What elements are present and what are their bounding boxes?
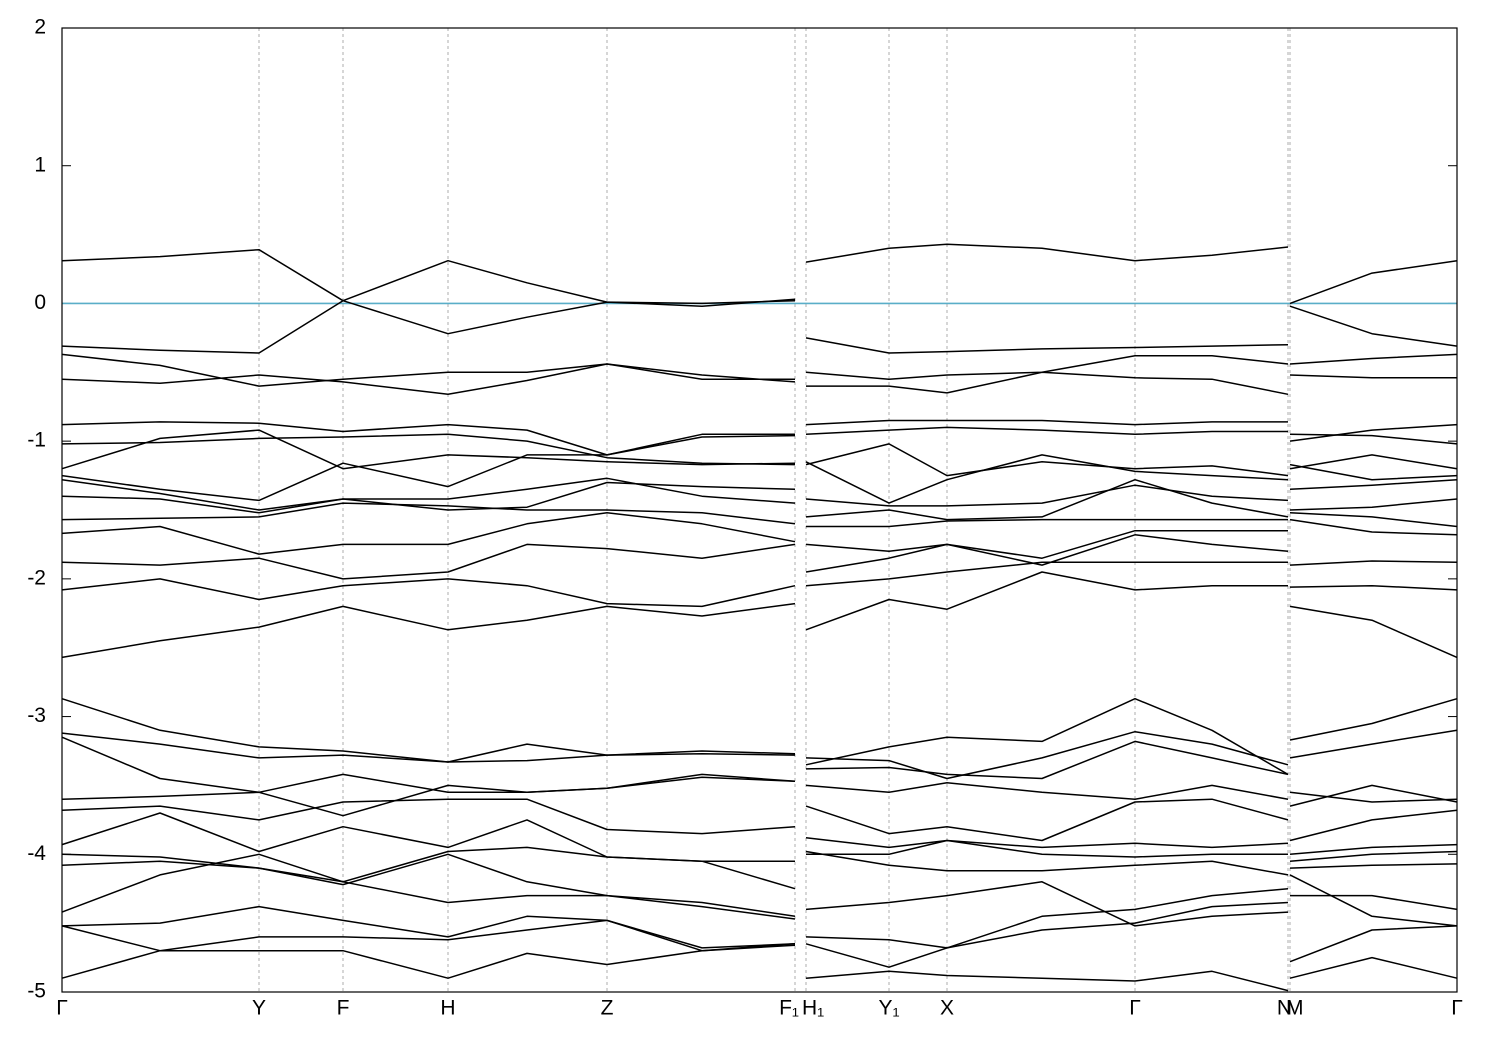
band-line <box>61 502 1458 528</box>
y-tick-label: -4 <box>27 842 46 865</box>
y-tick-label: -1 <box>27 429 46 452</box>
x-tick-label: M <box>1286 997 1304 1020</box>
band-line <box>61 850 1458 918</box>
band-line <box>61 353 1458 387</box>
y-tick-label: -5 <box>27 980 46 1003</box>
y-tick-label: 1 <box>34 153 46 176</box>
x-tick-label: Γ <box>56 997 68 1020</box>
band-line <box>61 839 1458 890</box>
y-tick-label: -3 <box>27 704 46 727</box>
band-line <box>61 426 1458 466</box>
x-tick-label: F <box>337 997 350 1020</box>
x-tick-label: H₁ <box>802 997 824 1020</box>
band-line <box>61 798 1458 842</box>
band-line <box>61 478 1458 521</box>
band-line <box>61 477 1458 511</box>
x-tick-label: N <box>1277 997 1292 1020</box>
band-line <box>61 887 1458 968</box>
x-tick-label: F₁ <box>779 997 799 1020</box>
band-line <box>61 248 1458 354</box>
plot-frame <box>61 27 1458 993</box>
band-line <box>61 853 1458 927</box>
band-line <box>61 419 1458 456</box>
band-line <box>61 363 1457 396</box>
band-line <box>61 874 1458 949</box>
band-line <box>61 736 1458 803</box>
band-line <box>61 243 1458 354</box>
x-tick-label: X <box>940 997 954 1020</box>
y-tick-label: 2 <box>34 16 46 39</box>
band-line <box>61 944 1458 992</box>
band-line <box>61 776 1458 817</box>
x-tick-label: Y₁ <box>878 997 899 1020</box>
band-line <box>61 571 1458 659</box>
y-tick-label: 0 <box>34 291 46 314</box>
x-tick-label: Γ <box>1129 997 1141 1020</box>
band-line <box>61 697 1458 776</box>
band-line <box>61 729 1458 780</box>
band-line <box>61 429 1458 477</box>
x-tick-label: Y <box>252 997 266 1020</box>
band-line <box>61 534 1458 580</box>
y-tick-label: -2 <box>27 566 46 589</box>
x-tick-label: H <box>440 997 455 1020</box>
x-tick-label: Γ <box>1451 997 1463 1020</box>
band-line <box>61 512 1458 559</box>
x-tick-label: Z <box>601 997 614 1020</box>
band-line <box>61 434 1458 504</box>
band-line <box>61 561 1458 608</box>
